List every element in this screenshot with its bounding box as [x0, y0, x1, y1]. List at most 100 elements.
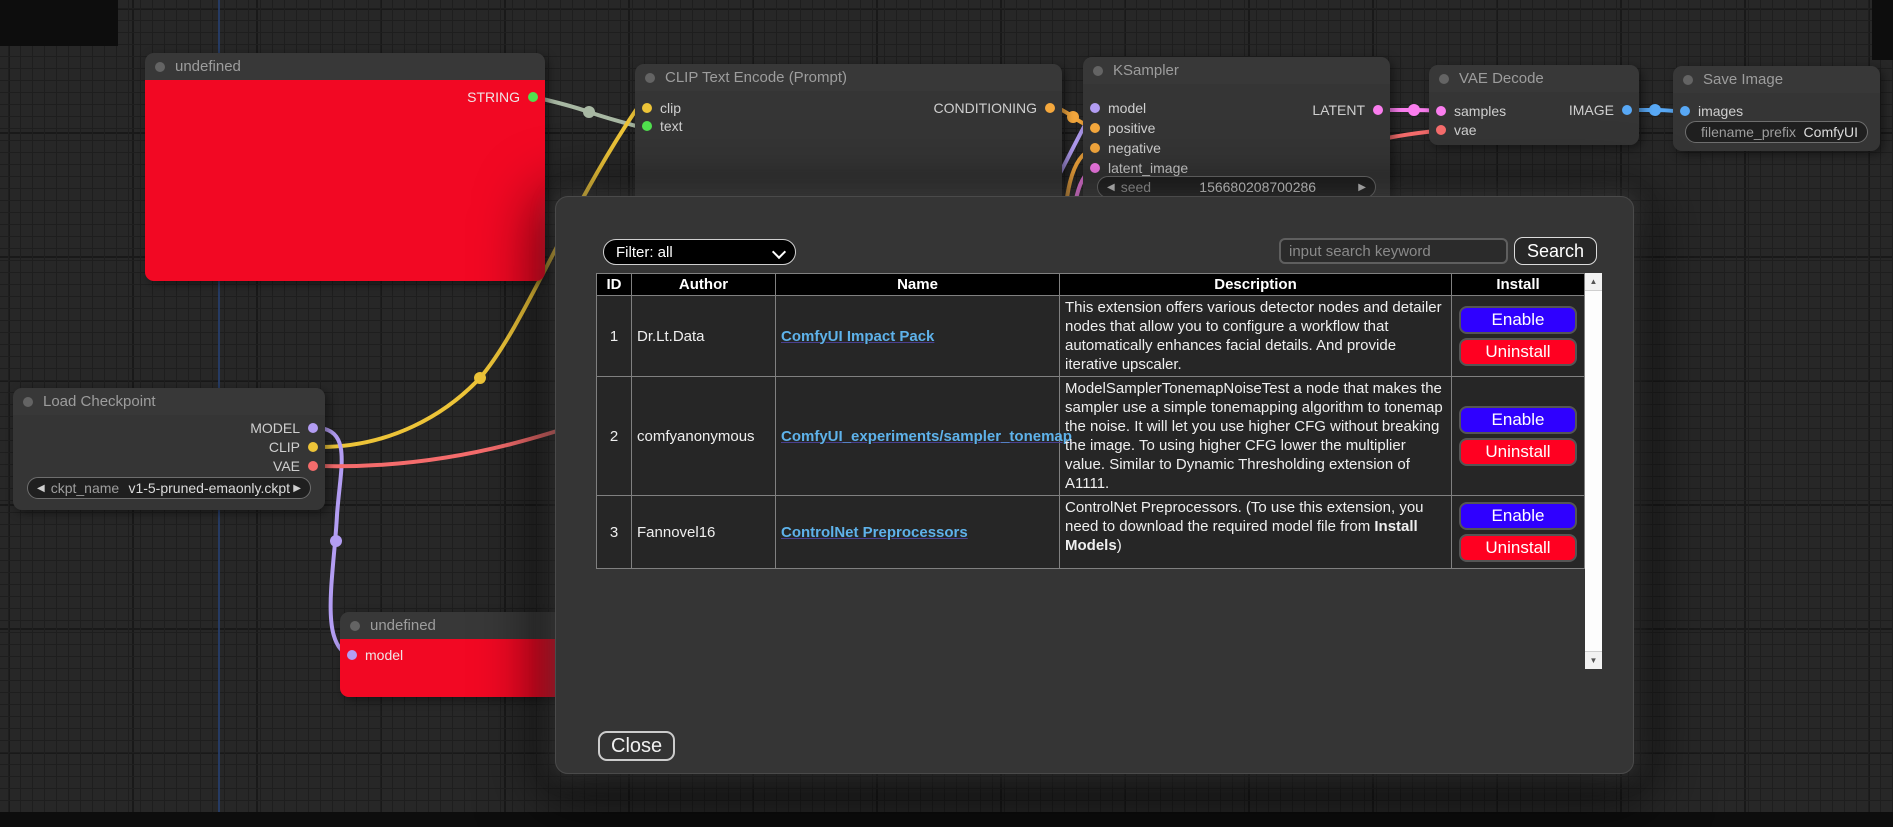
widget-left-arrow-icon[interactable]: ◀	[37, 482, 45, 494]
input-dot-negative[interactable]	[1090, 143, 1100, 153]
reroute-dot[interactable]	[1649, 104, 1661, 116]
extension-name-link[interactable]: ComfyUI_experiments/sampler_tonemap	[781, 427, 1072, 445]
filter-select[interactable]: Filter: all	[603, 239, 796, 265]
output-label: LATENT	[1312, 102, 1365, 118]
ckpt-name-widget[interactable]: ◀ ckpt_name v1-5-pruned-emaonly.ckpt ▶	[27, 477, 311, 499]
collapse-dot-icon[interactable]	[1439, 73, 1449, 84]
collapse-dot-icon[interactable]	[1093, 65, 1103, 76]
output-dot-model[interactable]	[308, 423, 318, 433]
search-button[interactable]: Search	[1514, 237, 1598, 265]
enable-button[interactable]: Enable	[1459, 406, 1577, 434]
output-dot-string[interactable]	[528, 92, 538, 102]
output-dot-clip[interactable]	[308, 442, 318, 452]
output-dot-latent[interactable]	[1373, 105, 1383, 115]
close-button[interactable]: Close	[598, 731, 676, 761]
extension-name-link[interactable]: ComfyUI Impact Pack	[781, 327, 935, 345]
extension-id-cell: 2	[596, 376, 632, 496]
node-title: CLIP Text Encode (Prompt)	[665, 69, 848, 86]
collapse-dot-icon[interactable]	[1683, 74, 1693, 85]
widget-value: 156680208700286	[1199, 179, 1317, 195]
input-label: model	[1108, 100, 1147, 116]
scrollbar-thumb[interactable]	[1585, 290, 1602, 652]
collapse-dot-icon[interactable]	[23, 396, 33, 407]
output-dot-vae[interactable]	[308, 461, 318, 471]
extension-table: ID Author Name Description Install 1 Dr.L…	[596, 273, 1602, 669]
collapse-dot-icon[interactable]	[645, 72, 655, 83]
extension-install-cell: Enable Uninstall	[1451, 495, 1585, 569]
input-dot-text[interactable]	[642, 121, 652, 131]
extension-row: 3 Fannovel16 ControlNet Preprocessors Contr…	[596, 495, 1585, 569]
extension-description-cell: This extension offers various detector n…	[1059, 295, 1452, 377]
output-dot-conditioning[interactable]	[1045, 103, 1055, 113]
reroute-dot[interactable]	[474, 372, 486, 384]
input-dot-model[interactable]	[347, 650, 357, 660]
scroll-up-icon[interactable]: ▲	[1585, 273, 1602, 290]
canvas-edge	[0, 0, 118, 46]
enable-button[interactable]: Enable	[1459, 306, 1577, 334]
extension-row: 2 comfyanonymous ComfyUI_experiments/sampl…	[596, 376, 1585, 496]
header-name: Name	[775, 273, 1060, 296]
search-input[interactable]	[1279, 238, 1508, 264]
table-scrollbar[interactable]: ▲ ▼	[1585, 273, 1602, 669]
input-dot-positive[interactable]	[1090, 123, 1100, 133]
reroute-dot[interactable]	[330, 535, 342, 547]
extension-description-cell: ControlNet Preprocessors. (To use this e…	[1059, 495, 1452, 569]
reroute-dot[interactable]	[1067, 111, 1079, 123]
node-title: Load Checkpoint	[43, 393, 156, 410]
header-description: Description	[1059, 273, 1452, 296]
node-title: VAE Decode	[1459, 70, 1544, 87]
table-header-row: ID Author Name Description Install	[596, 273, 1585, 296]
widget-left-arrow-icon[interactable]: ◀	[1107, 181, 1115, 193]
output-label: CLIP	[268, 439, 300, 455]
canvas-edge	[1872, 0, 1893, 60]
node-ksampler[interactable]: KSampler model positive negative latent_…	[1083, 57, 1390, 210]
extension-author-cell: Dr.Lt.Data	[631, 295, 776, 377]
extension-name-link[interactable]: ControlNet Preprocessors	[781, 523, 968, 541]
input-dot-model[interactable]	[1090, 103, 1100, 113]
collapse-dot-icon[interactable]	[155, 61, 165, 72]
output-label: IMAGE	[1568, 102, 1614, 118]
input-dot-images[interactable]	[1680, 106, 1690, 116]
input-dot-samples[interactable]	[1436, 106, 1446, 116]
widget-right-arrow-icon[interactable]: ▶	[293, 482, 301, 494]
widget-value: v1-5-pruned-emaonly.ckpt	[128, 480, 291, 496]
node-title: KSampler	[1113, 62, 1179, 79]
extension-install-cell: Enable Uninstall	[1451, 295, 1585, 377]
widget-label: seed	[1120, 179, 1152, 195]
node-undefined-top[interactable]: undefined STRING	[145, 53, 545, 281]
enable-button[interactable]: Enable	[1459, 502, 1577, 530]
input-label: samples	[1454, 103, 1507, 119]
wire-model-to-undefined	[318, 426, 354, 658]
seed-widget[interactable]: ◀ seed 156680208700286 ▶	[1097, 176, 1376, 198]
node-undefined-bottom[interactable]: undefined model	[340, 612, 590, 697]
node-title: Save Image	[1703, 71, 1784, 88]
collapse-dot-icon[interactable]	[350, 620, 360, 631]
header-id: ID	[596, 273, 632, 296]
scroll-down-icon[interactable]: ▼	[1585, 652, 1602, 669]
reroute-dot[interactable]	[1408, 104, 1420, 116]
reroute-dot[interactable]	[583, 106, 595, 118]
filename-prefix-widget[interactable]: filename_prefix ComfyUI	[1685, 121, 1868, 143]
extension-name-cell: ControlNet Preprocessors	[775, 495, 1060, 569]
input-label: model	[365, 647, 404, 663]
input-label: images	[1698, 103, 1744, 119]
node-load-checkpoint[interactable]: Load Checkpoint MODEL CLIP VAE ◀ ckpt_na…	[13, 388, 325, 510]
extension-description-cell: ModelSamplerTonemapNoiseTest a node that…	[1059, 376, 1452, 496]
input-dot-latent-image[interactable]	[1090, 163, 1100, 173]
node-vae-decode[interactable]: VAE Decode samples vae IMAGE	[1429, 65, 1639, 145]
input-label: vae	[1454, 122, 1477, 138]
uninstall-button[interactable]: Uninstall	[1459, 438, 1577, 466]
node-save-image[interactable]: Save Image images filename_prefix ComfyU…	[1673, 66, 1880, 151]
uninstall-button[interactable]: Uninstall	[1459, 338, 1577, 366]
uninstall-button[interactable]: Uninstall	[1459, 534, 1577, 562]
extension-install-cell: Enable Uninstall	[1451, 376, 1585, 496]
output-label: MODEL	[250, 420, 300, 436]
input-dot-vae[interactable]	[1436, 125, 1446, 135]
input-label: text	[660, 118, 683, 134]
input-dot-clip[interactable]	[642, 103, 652, 113]
output-dot-image[interactable]	[1622, 105, 1632, 115]
widget-right-arrow-icon[interactable]: ▶	[1358, 181, 1366, 193]
node-title: undefined	[370, 617, 436, 634]
widget-label: ckpt_name	[50, 480, 120, 496]
